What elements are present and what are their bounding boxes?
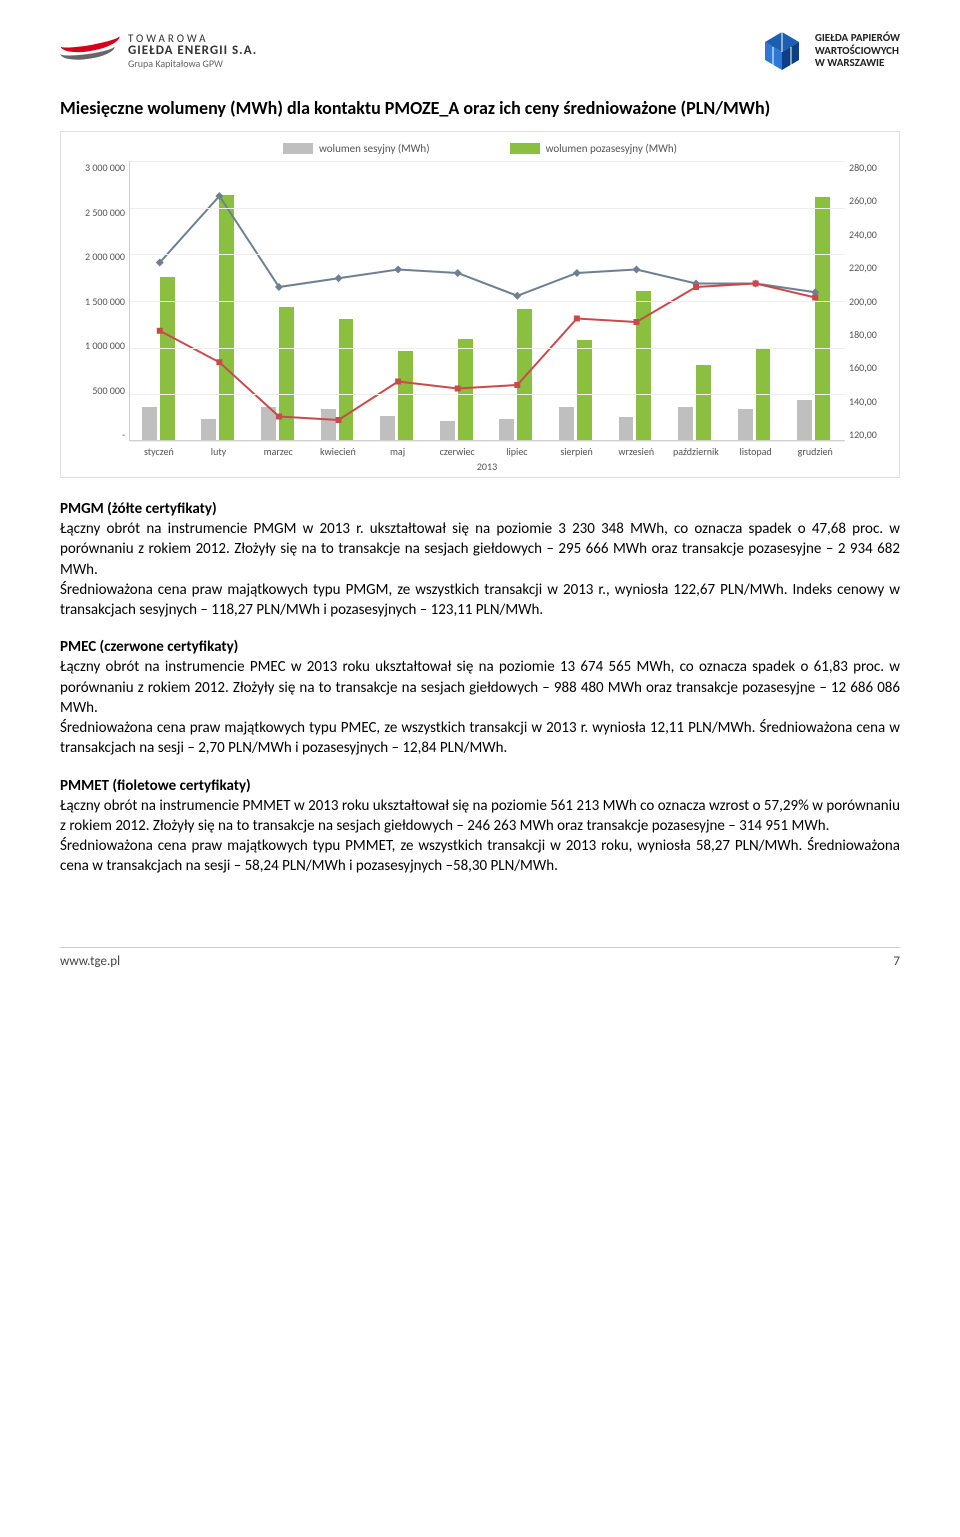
x-tick: czerwiec [427,441,487,458]
right-logo: GIEŁDA PAPIERÓW WARTOŚCIOWYCH W WARSZAWI… [761,30,900,72]
plot-area [129,161,845,441]
x-tick: kwiecień [308,441,368,458]
pmgm-body: Łączny obrót na instrumencie PMGM w 2013… [60,519,900,620]
x-tick: październik [666,441,726,458]
x-tick: grudzień [785,441,845,458]
legend-label-pozasesyjny: wolumen pozasesyjny (MWh) [546,142,677,155]
legend-swatch-pozasesyjny [510,143,540,154]
x-tick: maj [368,441,428,458]
page-title: Miesięczne wolumeny (MWh) dla kontaktu P… [60,97,900,119]
left-logo: TOWAROWA GIEŁDA ENERGII S.A. Grupa Kapit… [60,33,257,69]
x-tick: listopad [726,441,786,458]
brand-main: GIEŁDA ENERGII S.A. [128,44,257,57]
x-axis: styczeńlutymarzeckwiecieńmajczerwieclipi… [129,441,845,458]
brand-sub: Grupa Kapitałowa GPW [128,59,257,69]
y-axis-left: 3 000 0002 500 0002 000 0001 500 0001 00… [71,161,129,441]
gpw-line3: W WARSZAWIE [815,57,900,70]
chart-legend: wolumen sesyjny (MWh) wolumen pozasesyjn… [71,142,889,155]
gpw-cube-icon [761,30,803,72]
x-tick: marzec [248,441,308,458]
pmgm-head: PMGM (żółte certyfikaty) [60,500,900,518]
x-axis-year: 2013 [129,458,845,473]
volume-price-chart: wolumen sesyjny (MWh) wolumen pozasesyjn… [60,131,900,478]
tge-swoosh-icon [60,36,120,66]
x-tick: wrzesień [606,441,666,458]
legend-swatch-sesyjny [283,143,313,154]
pmec-head: PMEC (czerwone certyfikaty) [60,638,900,656]
gpw-line1: GIEŁDA PAPIERÓW [815,32,900,45]
footer-url: www.tge.pl [60,954,120,969]
page-header: TOWAROWA GIEŁDA ENERGII S.A. Grupa Kapit… [60,30,900,72]
x-tick: luty [189,441,249,458]
legend-label-sesyjny: wolumen sesyjny (MWh) [319,142,430,155]
pmec-body: Łączny obrót na instrumencie PMEC w 2013… [60,657,900,758]
x-tick: styczeń [129,441,189,458]
footer-page: 7 [893,954,900,969]
x-tick: lipiec [487,441,547,458]
x-tick: sierpień [547,441,607,458]
pmmet-body: Łączny obrót na instrumencie PMMET w 201… [60,796,900,877]
pmmet-head: PMMET (fioletowe certyfikaty) [60,777,900,795]
y-axis-right: 280,00260,00240,00220,00200,00180,00160,… [845,161,889,441]
page-footer: www.tge.pl 7 [60,947,900,969]
